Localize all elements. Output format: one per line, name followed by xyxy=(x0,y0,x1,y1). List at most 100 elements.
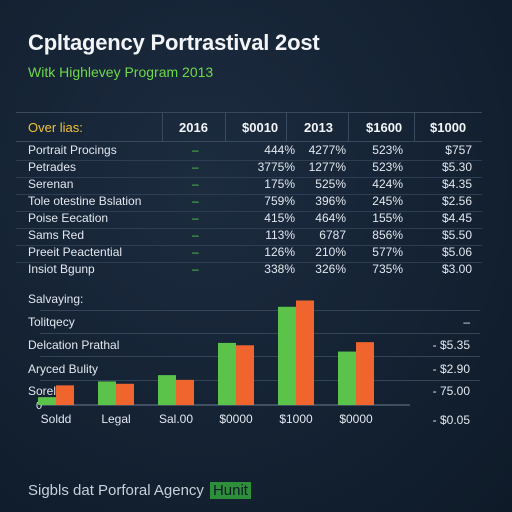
footer-highlight: Hunit xyxy=(209,482,251,499)
table-cell: 735% xyxy=(372,262,403,276)
bar-3-0 xyxy=(218,342,236,405)
axis-label: Aryced Bulity xyxy=(28,362,99,376)
table-row: Preeit Peactential – 126% 210% 577% $5.06 xyxy=(16,245,482,262)
table-cell: 525% xyxy=(315,177,346,191)
table-cell: 155% xyxy=(372,211,403,225)
right-value: - $2.90 xyxy=(432,362,470,376)
footer: Sigbls dat Porforal Agency Hunit xyxy=(28,482,251,499)
bar-4-0 xyxy=(278,306,296,405)
table-cell: 759% xyxy=(264,194,295,208)
table-cell: 175% xyxy=(264,177,295,191)
bar-5-1 xyxy=(356,342,374,405)
right-value: - $5.35 xyxy=(432,338,470,352)
axis-label: Delcation Prathal xyxy=(28,338,120,352)
x-tick-label: $0000 xyxy=(219,412,253,426)
x-tick-label: $0000 xyxy=(339,412,373,426)
table-cell: 1277% xyxy=(308,160,346,174)
bar-2-0 xyxy=(158,375,176,405)
chart-title: Cpltagency Portrastival 2ost xyxy=(28,30,320,55)
right-value: - $0.05 xyxy=(432,413,470,427)
table-cell: – xyxy=(192,194,199,208)
table-cell: 338% xyxy=(264,262,295,276)
row-divider xyxy=(16,211,482,212)
table-header: Over lias: 2016 $0010 2013 $1600 $1000 xyxy=(16,112,482,142)
row-label: Petrades xyxy=(28,160,77,174)
header-cell: $1600 xyxy=(366,120,403,135)
row-label: Preeit Peactential xyxy=(28,245,123,259)
table-cell: $4.45 xyxy=(441,211,472,225)
x-tick-label: $1000 xyxy=(279,412,313,426)
axis-label: Tolitqecy xyxy=(28,315,75,329)
table-cell: $5.06 xyxy=(441,245,472,259)
bar-5-0 xyxy=(338,351,356,405)
row-divider xyxy=(16,245,482,246)
row-divider xyxy=(16,177,482,178)
bar-0-0 xyxy=(38,397,56,405)
table-cell: – xyxy=(192,143,199,157)
grid-line xyxy=(40,310,480,311)
bar-1-0 xyxy=(98,381,116,405)
x-tick-label: Soldd xyxy=(41,412,72,426)
row-divider xyxy=(16,194,482,195)
table-cell: 126% xyxy=(264,245,295,259)
table-cell: $4.35 xyxy=(441,177,472,191)
table-cell: 444% xyxy=(264,143,295,157)
table-cell: – xyxy=(192,160,199,174)
axis-label: Salvaying: xyxy=(28,292,84,306)
row-divider xyxy=(16,228,482,229)
bar-1-1 xyxy=(116,383,134,405)
table-cell: 424% xyxy=(372,177,403,191)
table-cell: – xyxy=(192,211,199,225)
table-cell: $5.30 xyxy=(441,160,472,174)
header-cell: $1000 xyxy=(430,120,467,135)
row-label: Portrait Procings xyxy=(28,143,117,157)
table-cell: 210% xyxy=(315,245,346,259)
table-cell: 396% xyxy=(315,194,346,208)
header-cell: 2016 xyxy=(179,120,208,135)
table-cell: 4277% xyxy=(308,143,346,157)
header-cell: Over lias: xyxy=(28,120,83,135)
right-value: – xyxy=(463,315,470,329)
header-cell: 2013 xyxy=(304,120,333,135)
footer-text: Sigbls dat Porforal Agency xyxy=(28,482,204,499)
table-cell: 523% xyxy=(372,143,403,157)
chart-subtitle: Witk Highlevey Program 2013 xyxy=(28,64,214,80)
table-cell: 6787 xyxy=(319,228,346,242)
table-cell: 245% xyxy=(372,194,403,208)
table-cell: 3775% xyxy=(257,160,295,174)
table-row: Petrades – 3775% 1277% 523% $5.30 xyxy=(16,160,482,177)
table-row: Insiot Bgunp – 338% 326% 735% $3.00 xyxy=(16,262,482,279)
table-cell: – xyxy=(192,262,199,276)
table-row: Portrait Procings – 444% 4277% 523% $757 xyxy=(16,143,482,160)
row-label: Serenan xyxy=(28,177,74,191)
table-cell: $5.50 xyxy=(441,228,472,242)
right-value: - 75.00 xyxy=(432,384,470,398)
table-cell: 856% xyxy=(372,228,403,242)
table-cell: $757 xyxy=(445,143,472,157)
bar-3-1 xyxy=(236,345,254,405)
bar-4-1 xyxy=(296,300,314,405)
x-tick-label: Sal.00 xyxy=(159,412,193,426)
table-cell: 113% xyxy=(265,228,295,242)
table-cell: – xyxy=(192,228,199,242)
table-row: Serenan – 175% 525% 424% $4.35 xyxy=(16,177,482,194)
row-label: Poise Eecation xyxy=(28,211,109,225)
row-divider xyxy=(16,262,482,263)
table-cell: – xyxy=(192,177,199,191)
table-row: Poise Eecation – 415% 464% 155% $4.45 xyxy=(16,211,482,228)
table-cell: $2.56 xyxy=(441,194,472,208)
row-divider xyxy=(16,160,482,161)
x-tick-label: Legal xyxy=(101,412,130,426)
bar-0-1 xyxy=(56,385,74,405)
table-cell: – xyxy=(192,245,199,259)
table-cell: 577% xyxy=(372,245,403,259)
row-label: Sams Red xyxy=(28,228,85,242)
grid-line xyxy=(40,333,480,334)
grid-line xyxy=(40,356,480,357)
table-row: Sams Red – 113% 6787 856% $5.50 xyxy=(16,228,482,245)
table-cell: 464% xyxy=(315,211,346,225)
table-cell: 523% xyxy=(372,160,403,174)
row-label: Tole otestine Bslation xyxy=(28,194,142,208)
y-zero-label: 0 xyxy=(36,400,42,412)
